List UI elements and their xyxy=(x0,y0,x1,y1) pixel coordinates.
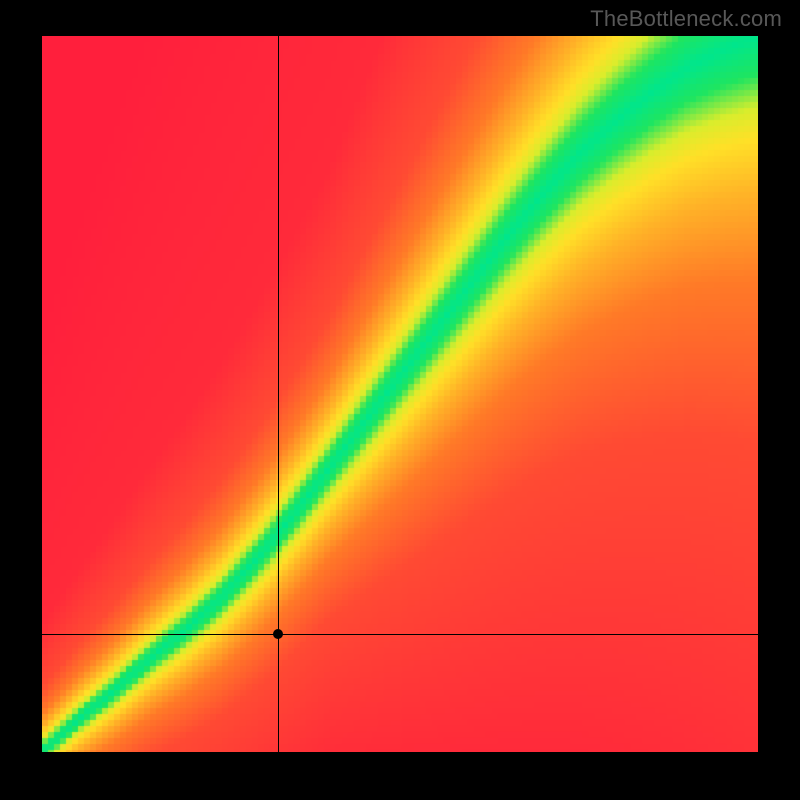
watermark-text: TheBottleneck.com xyxy=(590,6,782,32)
crosshair-horizontal xyxy=(42,634,758,635)
chart-container: TheBottleneck.com xyxy=(0,0,800,800)
crosshair-marker xyxy=(273,629,283,639)
heatmap-plot xyxy=(42,36,758,752)
crosshair-vertical xyxy=(278,36,279,752)
heatmap-canvas xyxy=(42,36,758,752)
